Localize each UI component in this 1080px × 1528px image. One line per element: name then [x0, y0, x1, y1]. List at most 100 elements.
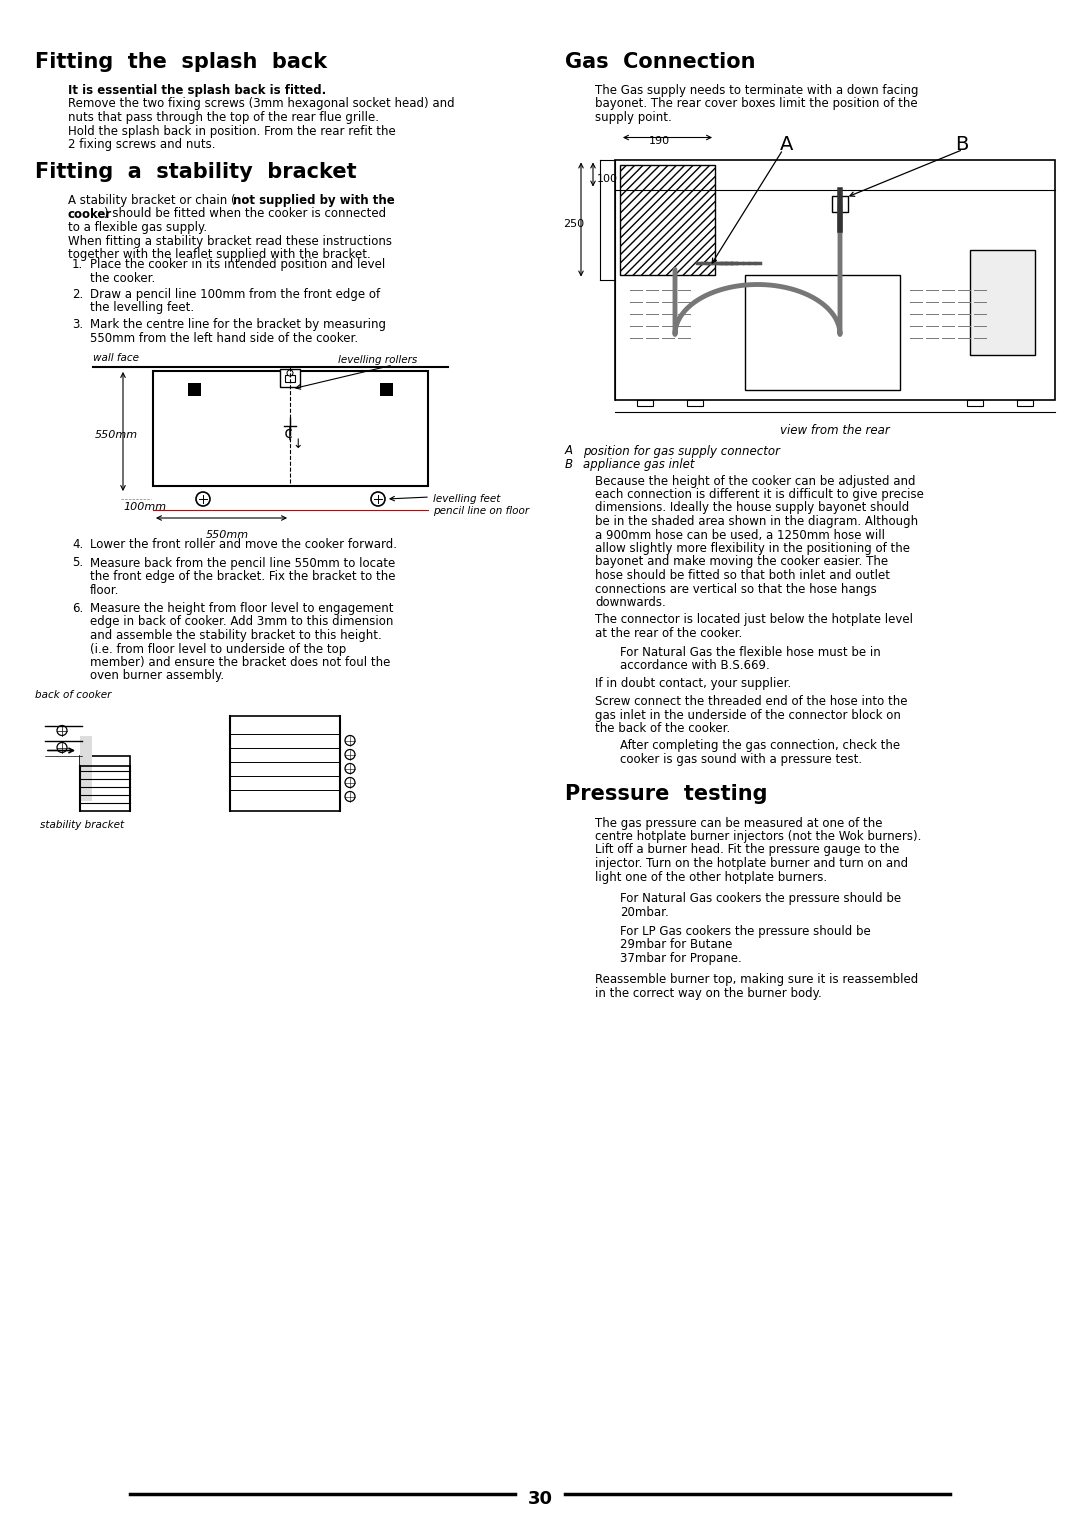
Text: position for gas supply connector: position for gas supply connector	[583, 445, 780, 457]
Bar	[620, 165, 715, 275]
Circle shape	[195, 492, 210, 506]
Bar	[280, 368, 300, 387]
Text: member) and ensure the bracket does not foul the: member) and ensure the bracket does not …	[90, 656, 390, 669]
Bar	[970, 249, 1035, 354]
Text: 250: 250	[563, 219, 584, 229]
Text: Reassemble burner top, making sure it is reassembled: Reassemble burner top, making sure it is…	[595, 973, 918, 987]
Text: supply point.: supply point.	[595, 112, 672, 124]
Text: The gas pressure can be measured at one of the: The gas pressure can be measured at one …	[595, 816, 882, 830]
Bar	[188, 384, 201, 396]
Text: cooker: cooker	[68, 208, 112, 220]
Text: injector. Turn on the hotplate burner and turn on and: injector. Turn on the hotplate burner an…	[595, 857, 908, 869]
Text: Lift off a burner head. Fit the pressure gauge to the: Lift off a burner head. Fit the pressure…	[595, 843, 900, 857]
Text: If in doubt contact, your supplier.: If in doubt contact, your supplier.	[595, 677, 792, 691]
Text: A stability bracket or chain (: A stability bracket or chain (	[68, 194, 235, 206]
Text: Draw a pencil line 100mm from the front edge of: Draw a pencil line 100mm from the front …	[90, 287, 380, 301]
Text: B: B	[565, 458, 573, 471]
Bar	[615, 159, 1055, 399]
Circle shape	[345, 778, 355, 787]
Text: Mark the centre line for the bracket by measuring: Mark the centre line for the bracket by …	[90, 318, 386, 332]
Text: back of cooker: back of cooker	[35, 689, 111, 700]
Text: Lower the front roller and move the cooker forward.: Lower the front roller and move the cook…	[90, 538, 397, 552]
Text: levelling feet: levelling feet	[433, 494, 500, 504]
Text: 30: 30	[527, 1490, 553, 1508]
Text: wall face: wall face	[93, 353, 139, 364]
Text: Measure back from the pencil line 550mm to locate: Measure back from the pencil line 550mm …	[90, 556, 395, 570]
Text: The connector is located just below the hotplate level: The connector is located just below the …	[595, 614, 913, 626]
Circle shape	[57, 743, 67, 752]
Text: Gas  Connection: Gas Connection	[565, 52, 756, 72]
Text: the front edge of the bracket. Fix the bracket to the: the front edge of the bracket. Fix the b…	[90, 570, 395, 584]
Text: A: A	[780, 134, 794, 153]
Text: For LP Gas cookers the pressure should be: For LP Gas cookers the pressure should b…	[620, 924, 870, 938]
Text: together with the leaflet supplied with the bracket.: together with the leaflet supplied with …	[68, 248, 370, 261]
Text: Screw connect the threaded end of the hose into the: Screw connect the threaded end of the ho…	[595, 695, 907, 707]
Text: 2.: 2.	[72, 287, 83, 301]
Text: Pressure  testing: Pressure testing	[565, 784, 768, 805]
Text: the cooker.: the cooker.	[90, 272, 156, 284]
Text: ) should be fitted when the cooker is connected: ) should be fitted when the cooker is co…	[104, 208, 387, 220]
Text: the levelling feet.: the levelling feet.	[90, 301, 194, 315]
Text: downwards.: downwards.	[595, 596, 665, 610]
Text: It is essential the splash back is fitted.: It is essential the splash back is fitte…	[68, 84, 326, 96]
Text: 5.: 5.	[72, 556, 83, 570]
Text: accordance with B.S.669.: accordance with B.S.669.	[620, 659, 770, 672]
Text: Hold the splash back in position. From the rear refit the: Hold the splash back in position. From t…	[68, 124, 395, 138]
Text: After completing the gas connection, check the: After completing the gas connection, che…	[620, 740, 900, 752]
Text: view from the rear: view from the rear	[780, 425, 890, 437]
Circle shape	[345, 792, 355, 802]
Text: A: A	[565, 445, 573, 457]
Circle shape	[345, 750, 355, 759]
Text: oven burner assembly.: oven burner assembly.	[90, 669, 225, 683]
Text: connections are vertical so that the hose hangs: connections are vertical so that the hos…	[595, 582, 877, 596]
Text: 550mm from the left hand side of the cooker.: 550mm from the left hand side of the coo…	[90, 332, 359, 344]
Text: 190: 190	[648, 136, 670, 145]
Text: ↓: ↓	[292, 439, 302, 451]
Text: and assemble the stability bracket to this height.: and assemble the stability bracket to th…	[90, 630, 381, 642]
Bar	[285, 374, 295, 382]
Bar	[687, 399, 703, 405]
Text: to a flexible gas supply.: to a flexible gas supply.	[68, 222, 207, 234]
Text: The Gas supply needs to terminate with a down facing: The Gas supply needs to terminate with a…	[595, 84, 918, 96]
Text: 550mm: 550mm	[206, 530, 249, 539]
Text: Remove the two fixing screws (3mm hexagonal socket head) and: Remove the two fixing screws (3mm hexago…	[68, 98, 455, 110]
Text: Fitting  a  stability  bracket: Fitting a stability bracket	[35, 162, 356, 182]
Bar	[832, 196, 848, 211]
Text: stability bracket: stability bracket	[40, 821, 124, 831]
Text: ¢: ¢	[284, 426, 294, 442]
Bar	[380, 384, 393, 396]
Text: edge in back of cooker. Add 3mm to this dimension: edge in back of cooker. Add 3mm to this …	[90, 616, 393, 628]
Text: in the correct way on the burner body.: in the correct way on the burner body.	[595, 987, 822, 999]
Text: Fitting  the  splash  back: Fitting the splash back	[35, 52, 327, 72]
Circle shape	[57, 726, 67, 735]
Text: be in the shaded area shown in the diagram. Although: be in the shaded area shown in the diagr…	[595, 515, 918, 529]
Text: 100: 100	[597, 174, 618, 183]
Text: appliance gas inlet: appliance gas inlet	[583, 458, 694, 471]
Text: the back of the cooker.: the back of the cooker.	[595, 723, 730, 735]
Text: 37mbar for Propane.: 37mbar for Propane.	[620, 952, 742, 966]
Bar	[1017, 399, 1032, 405]
Text: cooker is gas sound with a pressure test.: cooker is gas sound with a pressure test…	[620, 753, 862, 766]
Text: centre hotplate burner injectors (not the Wok burners).: centre hotplate burner injectors (not th…	[595, 830, 921, 843]
Text: 3.: 3.	[72, 318, 83, 332]
Text: a 900mm hose can be used, a 1250mm hose will: a 900mm hose can be used, a 1250mm hose …	[595, 529, 885, 541]
Text: 20mbar.: 20mbar.	[620, 906, 669, 918]
Text: at the rear of the cooker.: at the rear of the cooker.	[595, 626, 742, 640]
Text: allow slightly more flexibility in the positioning of the: allow slightly more flexibility in the p…	[595, 542, 910, 555]
Text: 6.: 6.	[72, 602, 83, 614]
Bar	[80, 735, 92, 801]
Bar	[967, 399, 983, 405]
Text: 29mbar for Butane: 29mbar for Butane	[620, 938, 732, 952]
Text: Place the cooker in its intended position and level: Place the cooker in its intended positio…	[90, 258, 386, 270]
Text: For Natural Gas cookers the pressure should be: For Natural Gas cookers the pressure sho…	[620, 892, 901, 905]
Text: floor.: floor.	[90, 584, 120, 596]
Text: For Natural Gas the flexible hose must be in: For Natural Gas the flexible hose must b…	[620, 645, 881, 659]
Circle shape	[345, 764, 355, 773]
Text: each connection is different it is difficult to give precise: each connection is different it is diffi…	[595, 487, 923, 501]
Circle shape	[287, 370, 293, 376]
Text: Because the height of the cooker can be adjusted and: Because the height of the cooker can be …	[595, 475, 916, 487]
Circle shape	[345, 735, 355, 746]
Bar	[80, 755, 130, 810]
Text: 2 fixing screws and nuts.: 2 fixing screws and nuts.	[68, 138, 216, 151]
Text: bayonet and make moving the cooker easier. The: bayonet and make moving the cooker easie…	[595, 556, 888, 568]
